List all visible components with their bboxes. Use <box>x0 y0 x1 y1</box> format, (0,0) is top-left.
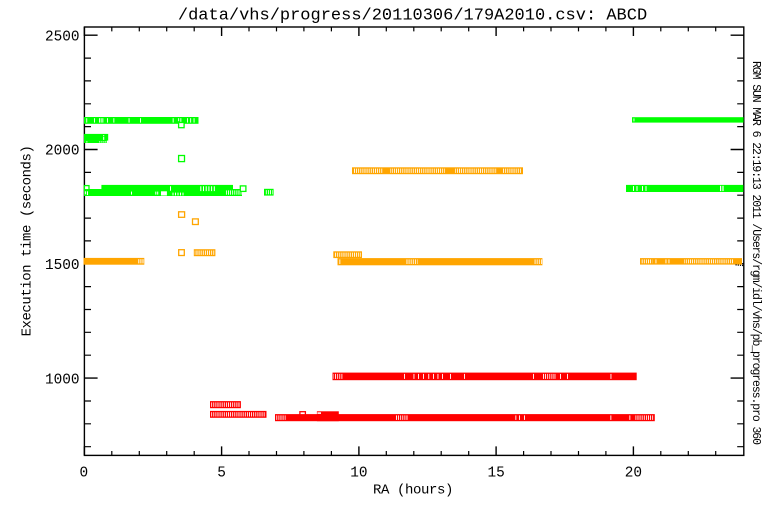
svg-text:RGM SUN MAR 6 22:19:13 2011 /: RGM SUN MAR 6 22:19:13 2011 /Users/rgm/i… <box>749 61 762 445</box>
svg-text:5: 5 <box>217 466 226 482</box>
svg-text:Execution time (seconds): Execution time (seconds) <box>20 146 36 337</box>
svg-text:1000: 1000 <box>45 372 80 388</box>
svg-text:20: 20 <box>625 466 642 482</box>
svg-text:/data/vhs/progress/20110306/17: /data/vhs/progress/20110306/179A2010.csv… <box>178 7 647 26</box>
svg-text:15: 15 <box>487 466 504 482</box>
svg-text:RA (hours): RA (hours) <box>373 483 453 499</box>
svg-text:0: 0 <box>79 466 88 482</box>
svg-text:2500: 2500 <box>45 29 80 45</box>
svg-text:2000: 2000 <box>45 144 80 160</box>
svg-text:10: 10 <box>350 466 367 482</box>
svg-text:1500: 1500 <box>45 258 80 274</box>
